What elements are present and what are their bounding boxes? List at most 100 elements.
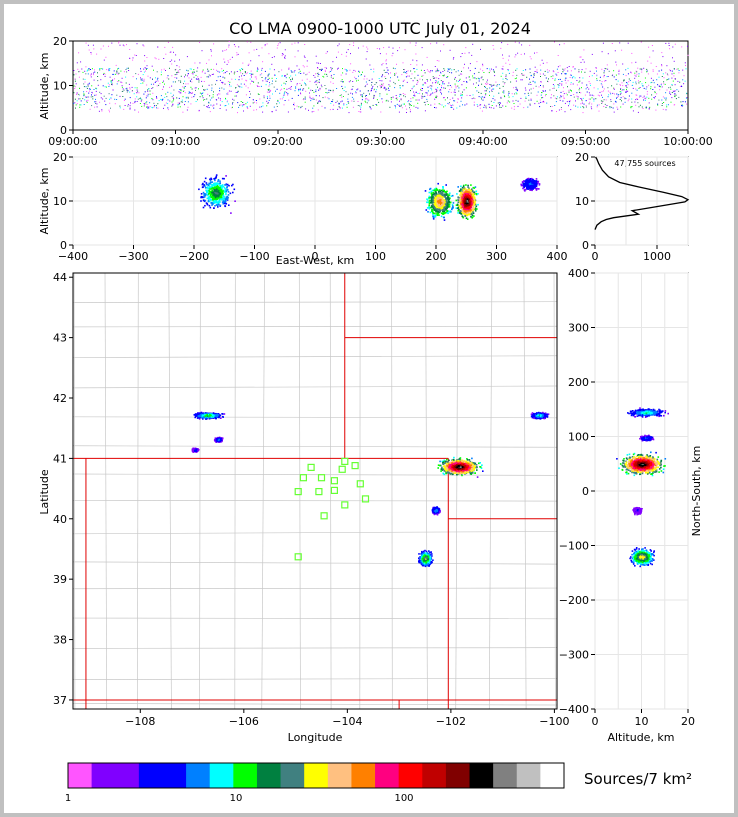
time-height-source-point <box>515 99 517 101</box>
time-height-source-point <box>387 69 389 71</box>
time-height-source-point <box>404 103 405 105</box>
time-height-source-point <box>499 102 501 103</box>
time-height-source-point <box>208 105 209 107</box>
time-height-source-point <box>491 89 493 91</box>
time-height-source-point <box>650 82 652 84</box>
time-height-source-point <box>469 76 470 78</box>
time-height-source-point <box>210 68 212 70</box>
time-height-source-point <box>429 94 431 96</box>
ew-height-source-point <box>424 190 427 192</box>
time-height-source-point <box>664 97 666 99</box>
time-height-source-point <box>684 80 686 82</box>
time-height-source-point <box>285 83 287 85</box>
time-height-source-point <box>228 41 230 42</box>
time-height-source-point <box>439 103 441 105</box>
time-height-source-point <box>332 108 334 110</box>
time-height-source-point <box>436 81 438 83</box>
time-height-source-point <box>671 97 673 99</box>
time-height-source-point <box>670 101 672 103</box>
time-height-source-point <box>463 89 465 91</box>
time-height-source-point <box>365 58 367 60</box>
time-height-source-point <box>296 84 298 86</box>
time-height-source-point <box>669 86 671 88</box>
time-height-source-point <box>367 98 369 100</box>
time-height-source-point <box>491 68 492 70</box>
time-height-source-point <box>177 106 179 108</box>
ew-height-source-point <box>523 182 525 185</box>
time-height-source-point <box>457 81 459 82</box>
time-height-source-point <box>346 51 348 53</box>
time-height-source-point <box>186 56 188 58</box>
time-height-source-point <box>337 68 338 70</box>
time-height-source-point <box>146 84 148 86</box>
time-height-source-point <box>204 99 206 100</box>
ew-height-source-point <box>438 197 441 200</box>
time-height-source-point <box>483 72 485 73</box>
time-height-source-point <box>147 75 149 77</box>
time-height-source-point <box>414 95 416 97</box>
ew-height-source-point <box>526 187 528 189</box>
time-height-source-point <box>376 99 378 101</box>
time-height-source-point <box>102 98 104 100</box>
time-height-source-point <box>588 81 590 83</box>
ew-height-source-point <box>529 188 532 190</box>
time-height-source-point <box>637 67 639 69</box>
time-height-source-point <box>616 93 618 95</box>
time-height-source-point <box>552 75 554 77</box>
time-height-source-point <box>79 98 81 100</box>
ew-height-source-point <box>468 198 470 201</box>
time-height-source-point <box>350 92 352 94</box>
time-height-source-point <box>528 99 530 101</box>
time-height-source-point <box>110 97 112 99</box>
time-height-source-point <box>536 71 538 73</box>
time-height-source-point <box>106 69 108 71</box>
time-height-source-point <box>325 88 327 90</box>
time-height-source-point <box>207 106 208 108</box>
time-height-source-point <box>171 85 173 87</box>
ew-height-source-point <box>435 210 437 213</box>
time-height-source-point <box>659 86 661 88</box>
ew-height-source-point <box>434 212 436 215</box>
time-height-source-point <box>90 88 91 90</box>
ew-height-source-point <box>466 207 469 209</box>
time-height-source-point <box>546 102 548 104</box>
ew-height-source-point <box>226 187 228 189</box>
time-height-source-point <box>346 69 348 71</box>
time-height-source-point <box>431 70 433 72</box>
ew-height-source-point <box>226 195 229 198</box>
time-height-source-point <box>294 108 296 110</box>
ew-height-source-point <box>213 184 216 187</box>
time-height-source-point <box>352 106 354 108</box>
time-height-source-point <box>141 79 143 81</box>
time-height-source-point <box>503 83 505 85</box>
time-height-source-point <box>502 65 504 67</box>
ew-height-source-point <box>222 194 225 196</box>
time-height-source-point <box>169 67 170 69</box>
time-height-source-point <box>448 68 450 70</box>
time-height-source-point <box>399 105 401 107</box>
time-height-source-point <box>666 106 668 108</box>
time-height-source-point <box>285 81 287 82</box>
ew-height-source-point <box>217 202 220 205</box>
time-height-source-point <box>83 95 85 97</box>
time-height-source-point <box>178 66 180 68</box>
time-height-source-point <box>641 85 643 87</box>
time-height-source-point <box>494 99 496 101</box>
time-height-source-point <box>595 67 597 69</box>
time-height-source-point <box>295 86 297 88</box>
time-height-source-point <box>339 95 341 96</box>
time-height-source-point <box>296 83 298 85</box>
time-height-source-point <box>241 68 242 70</box>
time-height-source-point <box>641 106 643 108</box>
time-height-source-point <box>184 101 186 102</box>
time-height-source-point <box>319 89 321 91</box>
ew-height-source-point <box>206 193 209 196</box>
ew-height-source-point <box>442 213 444 215</box>
time-height-source-point <box>109 70 111 71</box>
time-height-source-point <box>540 76 541 77</box>
time-height-source-point <box>163 58 165 59</box>
ew-height-source-point <box>225 190 228 193</box>
ew-height-source-point <box>432 207 435 209</box>
time-height-source-point <box>156 85 158 87</box>
